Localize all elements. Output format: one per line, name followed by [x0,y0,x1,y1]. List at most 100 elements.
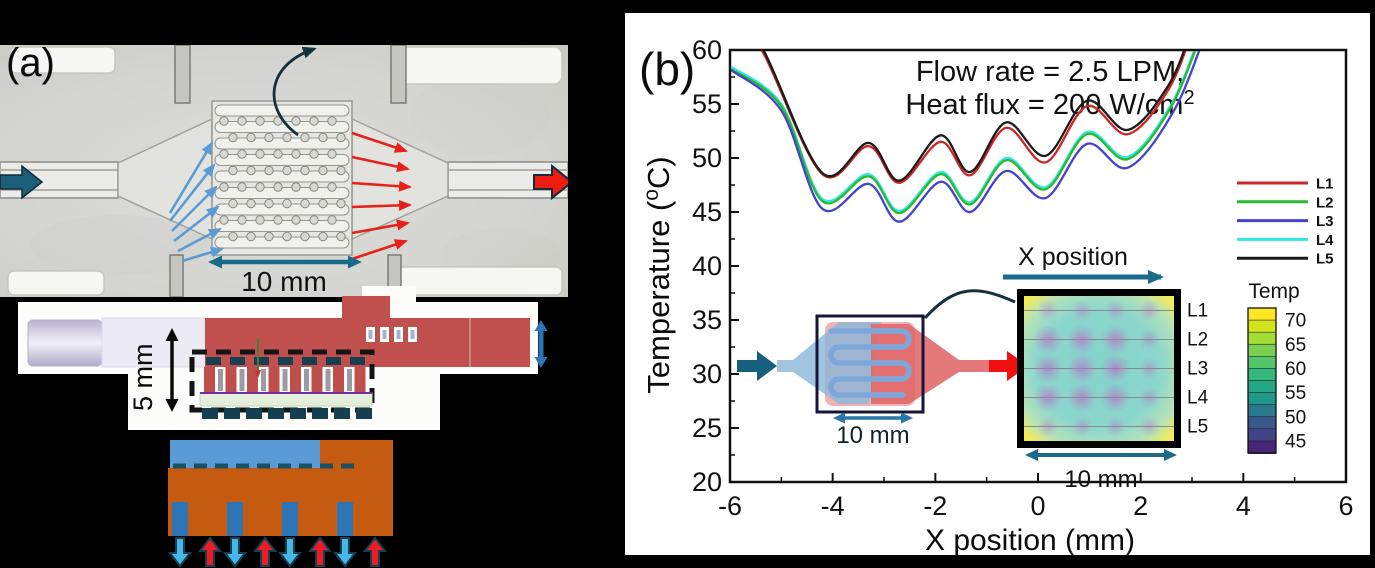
heatmap-hotspot [1138,386,1161,409]
panel-a-label: (a) [6,45,55,85]
pad [290,408,306,419]
vertical-tubes [169,45,407,297]
channel-dash [278,357,293,365]
pin [228,231,238,242]
heatmap-hotspot [1104,415,1127,438]
microchannel-block [211,100,353,256]
pin [318,165,328,176]
pin [264,132,274,143]
colorbar-band [1247,368,1277,382]
outlet-riser [342,296,390,320]
pin [237,215,247,225]
heatmap-hotspot [1138,328,1161,351]
pin [219,116,229,126]
pin [264,198,274,209]
heatmap-hotspot [1100,353,1131,384]
legend-label-L1: L1 [1316,176,1334,193]
pin [228,198,238,209]
inflow-arrow-down [167,537,193,568]
manifold-blue-layer [170,440,320,468]
colorbar-title: Temp [1248,280,1299,303]
pin [219,182,229,192]
y-tick-label: 35 [692,305,722,335]
pin [237,149,247,159]
inset-device-scale-label: 10 mm [836,422,909,449]
inset-device-scale: 10 mm [833,412,913,449]
heatmap-row-label: L3 [1187,359,1208,380]
colorbar-band [1247,331,1277,346]
pin [219,149,229,159]
pin [327,215,337,225]
heat-sink-body [168,468,393,502]
channel-dash [230,357,245,365]
pin [264,231,274,242]
pin [291,215,301,225]
x-tick-label: 4 [1236,491,1251,521]
heatmap-hotspot [1104,299,1127,322]
series-L5 [762,51,1186,182]
channel-height-arrow [534,320,548,368]
pin [255,149,265,159]
colorbar-band [1247,392,1277,406]
pillar [204,367,215,393]
pin-column [218,369,223,391]
pillar [268,367,280,393]
pin [291,116,301,126]
pad [334,408,350,419]
x-tick-label: -6 [718,491,742,521]
pin [300,231,310,242]
inout-flow-arrows [167,536,388,568]
pin [228,165,238,176]
pin [336,165,346,176]
pin [309,116,319,126]
heatmap-row-label: L5 [1187,417,1208,438]
series-curves [731,51,1201,223]
legend-label-L4: L4 [1316,232,1334,249]
pad [268,408,284,419]
y-tick-label: 25 [692,413,722,443]
pin [318,132,328,143]
y-axis-title: Temperature (oC) [640,156,676,393]
inset-map-scale: 10 mm [1025,449,1177,493]
legend-label-L3: L3 [1316,213,1334,230]
serpentine-channel [828,328,912,398]
colorbar-band [1247,343,1277,358]
pad [224,408,240,419]
channel-dash [206,357,221,365]
heatmap-row-label: L2 [1187,330,1208,351]
legend-label-L2: L2 [1316,194,1334,211]
colorbar-band [1247,440,1277,454]
colorbar-band [1247,307,1277,321]
inset-map-scale-label: 10 mm [1064,466,1137,493]
pin [327,149,337,159]
pin [255,182,265,192]
pin [246,198,256,209]
colorbar-band [1247,319,1277,334]
colorbar-tick-label: 45 [1285,431,1306,452]
pin [273,149,283,159]
pillar [225,367,237,393]
wire-callout-curve [272,46,317,137]
channel-dash [254,357,269,365]
pad [246,408,262,419]
pin [255,215,265,225]
heatmap-row-label: L4 [1187,388,1209,409]
annotation-text: Flow rate = 2.5 LPM, Heat flux = 200 W/cm… [905,56,1194,121]
pin-window-pattern [362,325,420,345]
colorbar-band [1247,416,1277,430]
pad [356,408,372,419]
outflow-arrow-up [197,536,223,567]
scale-bar: 10 mm [208,255,362,297]
bond-pads [7,46,563,296]
heatmap-hotspot [1033,353,1063,384]
pin-column [261,369,266,391]
pin [273,215,283,225]
y-tick-label: 20 [692,467,722,497]
panel-b-label: (b) [639,43,695,95]
pin [300,132,310,143]
pin [300,198,310,209]
inflow-arrow-down [332,537,358,568]
inset-outlet-arrow [989,351,1028,381]
pin-column [239,369,245,391]
pin [246,231,256,242]
